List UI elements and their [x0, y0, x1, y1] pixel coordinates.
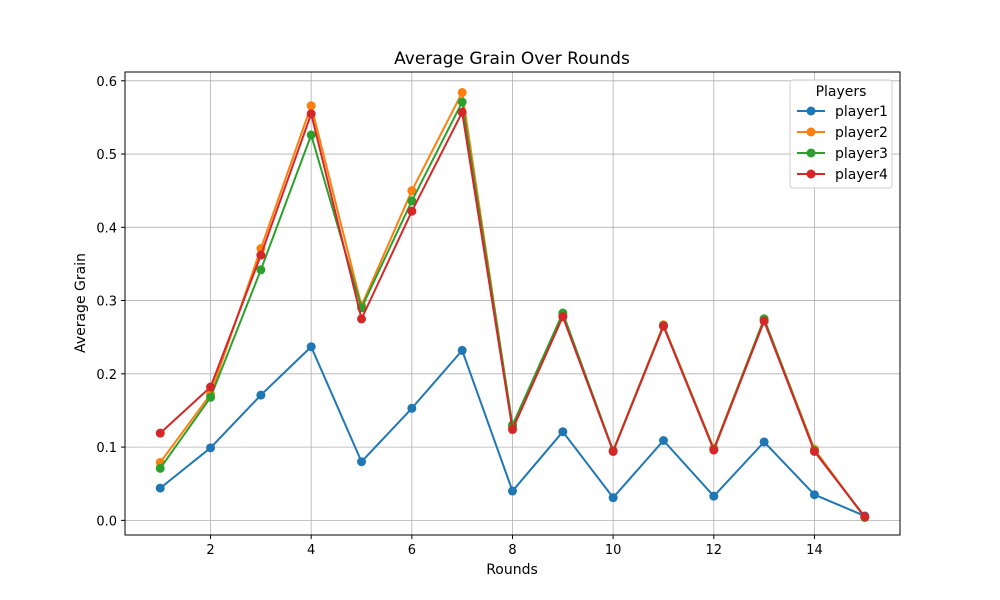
- legend-label-player4: player4: [835, 167, 888, 183]
- chart-title: Average Grain Over Rounds: [394, 49, 630, 69]
- data-point-player4: [357, 314, 367, 324]
- data-point-player1: [709, 491, 719, 501]
- x-tick-label: 6: [408, 543, 416, 558]
- axis-ticks: 2 4 6 8 10 12 14 0.0 0.1 0.2 0.3 0.4 0.5 0.6: [96, 75, 822, 558]
- data-point-player1: [306, 342, 316, 352]
- data-point-player4: [407, 206, 417, 216]
- data-point-player4: [256, 250, 266, 260]
- data-point-player4: [809, 446, 819, 456]
- data-point-player4: [155, 428, 165, 438]
- y-tick-label: 0.1: [96, 441, 117, 456]
- legend-box: [789, 79, 893, 189]
- data-point-player3: [206, 392, 216, 402]
- data-point-player4: [558, 312, 568, 322]
- data-point-player3: [457, 97, 467, 107]
- data-point-player4: [658, 321, 668, 331]
- legend-label-player1: player1: [835, 104, 888, 120]
- data-point-player4: [508, 425, 517, 435]
- data-point-player1: [155, 483, 165, 493]
- legend: Players player1 player2 player3 player4: [789, 79, 893, 189]
- grid: [125, 72, 900, 535]
- legend-label-player2: player2: [835, 125, 888, 141]
- y-tick-label: 0.3: [96, 295, 117, 310]
- y-tick-label: 0.2: [96, 368, 117, 383]
- data-point-player2: [457, 88, 467, 98]
- data-point-player4: [860, 512, 870, 522]
- y-tick-label: 0.5: [96, 148, 117, 163]
- y-tick-label: 0.6: [96, 75, 117, 90]
- x-tick-label: 12: [706, 543, 723, 558]
- x-tick-label: 10: [605, 543, 622, 558]
- series-player4: [155, 107, 870, 522]
- data-point-player1: [206, 443, 216, 453]
- data-point-player3: [155, 463, 165, 473]
- data-point-player1: [608, 493, 618, 503]
- x-axis-label: Rounds: [486, 562, 538, 578]
- data-point-player1: [759, 437, 769, 447]
- data-point-player4: [457, 107, 467, 117]
- data-point-player2: [407, 186, 417, 196]
- data-point-player1: [508, 486, 517, 496]
- data-point-player4: [306, 109, 316, 119]
- data-point-player1: [357, 457, 367, 467]
- legend-marker-player1: [806, 106, 816, 116]
- data-point-player4: [709, 445, 719, 455]
- data-point-player1: [658, 435, 668, 445]
- data-point-player1: [407, 403, 417, 413]
- x-tick-label: 2: [206, 543, 214, 558]
- y-tick-label: 0.4: [96, 221, 117, 236]
- data-point-player3: [306, 130, 316, 140]
- x-tick-label: 4: [307, 543, 315, 558]
- data-point-player4: [608, 446, 618, 456]
- legend-title: Players: [816, 84, 867, 100]
- x-tick-label: 8: [508, 543, 516, 558]
- legend-marker-player2: [806, 127, 816, 137]
- legend-marker-player4: [806, 169, 816, 179]
- data-point-player3: [256, 265, 266, 275]
- data-point-player2: [306, 101, 316, 111]
- legend-marker-player3: [806, 148, 816, 158]
- data-point-player1: [809, 490, 819, 500]
- y-tick-label: 0.0: [96, 514, 117, 529]
- data-series: [155, 88, 870, 522]
- x-tick-label: 14: [806, 543, 823, 558]
- y-axis-label: Average Grain: [73, 253, 89, 353]
- data-point-player1: [558, 427, 568, 437]
- data-point-player4: [759, 316, 769, 326]
- legend-label-player3: player3: [835, 146, 888, 162]
- data-point-player3: [407, 196, 417, 206]
- data-point-player1: [457, 345, 467, 355]
- data-point-player4: [206, 382, 216, 392]
- data-point-player1: [256, 390, 266, 400]
